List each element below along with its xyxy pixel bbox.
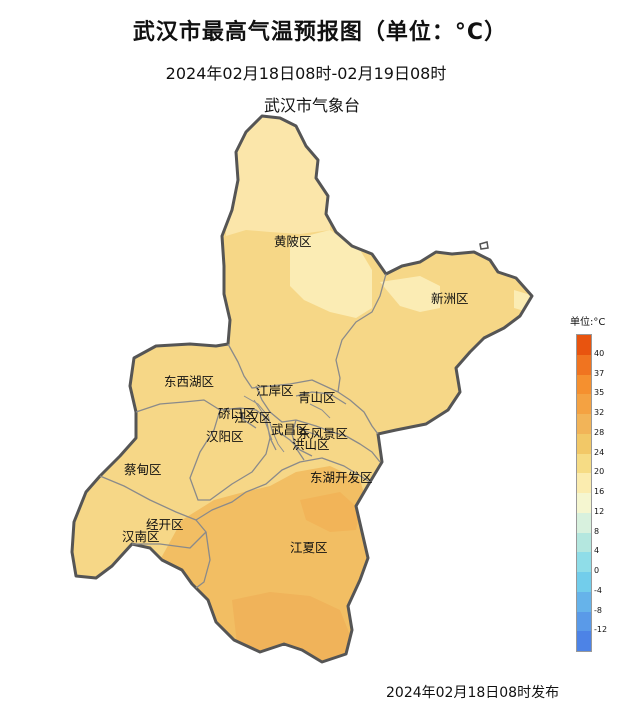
- legend-color-box: [577, 473, 591, 493]
- issue-time: 2024年02月18日08时发布: [386, 685, 560, 701]
- legend-tick-label: -4: [594, 585, 602, 595]
- forecast-period: 2024年02月18日08时-02月19日08时: [165, 64, 447, 83]
- legend-tick-label: -12: [594, 625, 608, 635]
- district-label-caidian: 蔡甸区: [124, 462, 162, 477]
- legend-tick-label: 20: [594, 467, 605, 477]
- color-legend: [576, 334, 592, 652]
- legend-color-box: [577, 631, 591, 651]
- legend-color-box: [577, 493, 591, 513]
- district-labels: 黄陂区 新洲区 东西湖区 江岸区 青山区 硚口区 江汉区 汉阳区 武昌区 洪山区…: [122, 234, 469, 555]
- legend-color-box: [577, 354, 591, 375]
- legend-color-box: [577, 374, 591, 395]
- legend-tick-label: 0: [594, 566, 600, 575]
- river-lines: [243, 395, 331, 453]
- district-label-qiaokou: 硚口区: [218, 406, 256, 421]
- district-label-huangpi: 黄陂区: [274, 234, 312, 249]
- district-label-xinzhou: 新洲区: [431, 291, 469, 306]
- issuing-agency: 武汉市气象台: [263, 96, 360, 115]
- legend-color-box: [577, 591, 591, 612]
- district-label-dongfeng: 东风景区: [298, 426, 348, 441]
- legend-tick-label: 8: [594, 526, 600, 536]
- district-label-jianghan: 江汉区: [234, 410, 272, 425]
- district-label-hannan: 汉南区: [122, 529, 160, 544]
- district-label-jingkai: 经开区: [146, 517, 184, 532]
- legend-color-box: [577, 611, 591, 632]
- legend-tick-label: 35: [594, 388, 605, 398]
- legend-color-box: [577, 532, 591, 553]
- district-boundaries: [99, 273, 387, 589]
- legend-tick-label: 12: [594, 506, 605, 516]
- district-label-jiangan: 江岸区: [256, 383, 294, 398]
- legend-tick-label: 4: [594, 546, 600, 556]
- legend-color-box: [577, 335, 591, 355]
- district-label-qingshan: 青山区: [298, 390, 336, 405]
- legend-color-box: [577, 453, 591, 474]
- legend-color-box: [577, 414, 591, 434]
- legend-tick-label: 40: [594, 348, 605, 358]
- legend-color-box: [577, 552, 591, 572]
- legend-color-box: [577, 394, 591, 414]
- legend-ticks: 40 37 35 32 28 24 20 16 12 8 4 0 -4 -8 -12: [594, 334, 634, 650]
- city-boundary: [70, 114, 534, 664]
- district-label-donghu: 东湖开发区: [310, 470, 373, 485]
- district-label-wuchang: 武昌区: [271, 422, 309, 437]
- map-title: 武汉市最高气温预报图（单位：°C）: [132, 20, 508, 45]
- legend-tick-label: 24: [594, 447, 605, 457]
- legend-tick-label: 32: [594, 408, 605, 417]
- island-outline: [479, 241, 489, 250]
- district-label-jiangxia: 江夏区: [290, 540, 328, 555]
- legend-tick-label: -8: [594, 605, 602, 615]
- legend-tick-label: 37: [594, 368, 605, 378]
- legend-color-box: [577, 572, 591, 592]
- district-label-hanyang: 汉阳区: [206, 429, 244, 444]
- legend-tick-label: 28: [594, 427, 605, 437]
- legend-color-box: [577, 512, 591, 533]
- district-label-hongshan: 洪山区: [292, 437, 330, 452]
- legend-color-box: [577, 433, 591, 454]
- legend-title: 单位:°C: [570, 317, 606, 328]
- legend-tick-label: 16: [594, 487, 605, 496]
- district-label-dongxihu: 东西湖区: [164, 374, 214, 389]
